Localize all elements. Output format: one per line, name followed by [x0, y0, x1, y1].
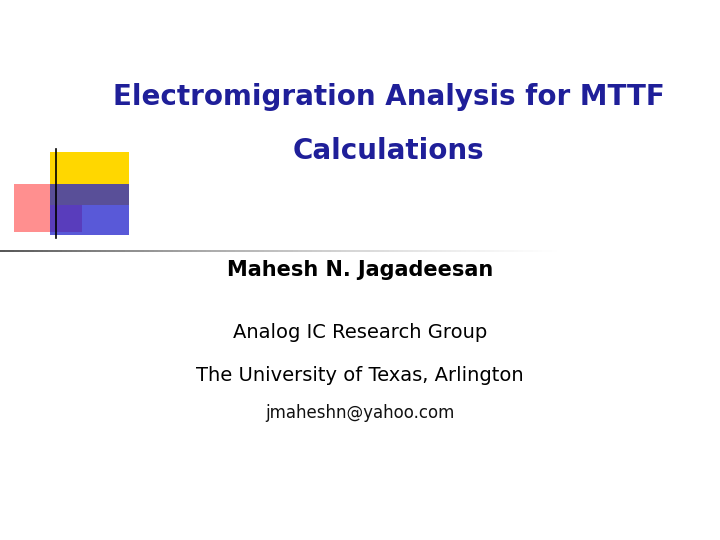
Bar [50, 152, 130, 205]
Bar [50, 185, 130, 235]
Text: Analog IC Research Group: Analog IC Research Group [233, 322, 487, 342]
Text: Calculations: Calculations [293, 137, 485, 165]
Bar [14, 185, 82, 232]
Text: jmaheshn@yahoo.com: jmaheshn@yahoo.com [265, 404, 455, 422]
Text: Electromigration Analysis for MTTF: Electromigration Analysis for MTTF [113, 83, 665, 111]
Text: Mahesh N. Jagadeesan: Mahesh N. Jagadeesan [227, 260, 493, 280]
Text: The University of Texas, Arlington: The University of Texas, Arlington [196, 366, 524, 385]
